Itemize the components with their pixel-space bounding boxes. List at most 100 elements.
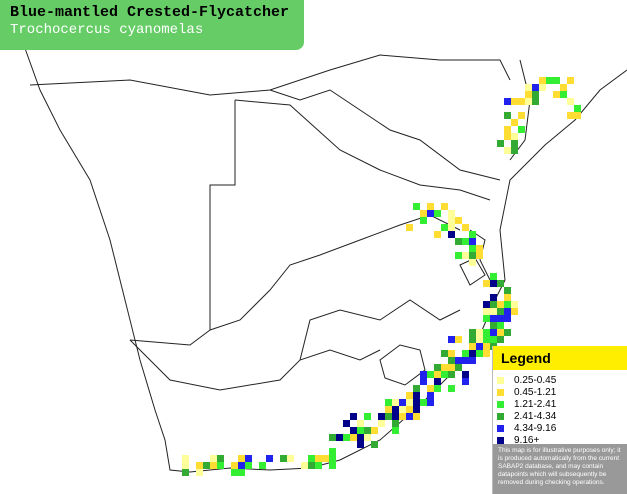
- grid-cell: [448, 231, 455, 238]
- grid-cell: [448, 336, 455, 343]
- grid-cell: [448, 364, 455, 371]
- grid-cell: [476, 329, 483, 336]
- title-box: Blue-mantled Crested-Flycatcher Trochoce…: [0, 0, 304, 50]
- grid-cell: [406, 413, 413, 420]
- grid-cell: [504, 308, 511, 315]
- grid-cell: [490, 329, 497, 336]
- grid-cell: [476, 343, 483, 350]
- grid-cell: [462, 378, 469, 385]
- grid-cell: [497, 322, 504, 329]
- grid-cell: [497, 329, 504, 336]
- grid-cell: [203, 462, 210, 469]
- grid-cell: [217, 455, 224, 462]
- grid-cell: [448, 210, 455, 217]
- grid-cell: [420, 371, 427, 378]
- grid-cell: [329, 455, 336, 462]
- grid-cell: [504, 287, 511, 294]
- grid-cell: [392, 420, 399, 427]
- legend-swatch: [497, 388, 504, 396]
- grid-cell: [483, 343, 490, 350]
- grid-cell: [420, 210, 427, 217]
- legend-item: 0.45-1.21: [497, 386, 627, 398]
- grid-cell: [469, 259, 476, 266]
- grid-cell: [497, 140, 504, 147]
- border: [129, 100, 236, 346]
- border: [234, 99, 491, 201]
- grid-cell: [329, 434, 336, 441]
- grid-cell: [392, 406, 399, 413]
- grid-cell: [455, 252, 462, 259]
- grid-cell: [301, 462, 308, 469]
- grid-cell: [504, 133, 511, 140]
- grid-cell: [490, 336, 497, 343]
- grid-cell: [350, 434, 357, 441]
- grid-cell: [469, 357, 476, 364]
- grid-cell: [539, 77, 546, 84]
- grid-cell: [539, 84, 546, 91]
- grid-cell: [483, 329, 490, 336]
- grid-cell: [574, 105, 581, 112]
- grid-cell: [490, 315, 497, 322]
- grid-cell: [392, 427, 399, 434]
- grid-cell: [399, 406, 406, 413]
- grid-cell: [434, 364, 441, 371]
- grid-cell: [497, 280, 504, 287]
- grid-cell: [434, 210, 441, 217]
- grid-cell: [476, 245, 483, 252]
- grid-cell: [518, 98, 525, 105]
- grid-cell: [231, 462, 238, 469]
- grid-cell: [413, 203, 420, 210]
- legend-title: Legend: [493, 346, 627, 370]
- grid-cell: [308, 462, 315, 469]
- grid-cell: [315, 455, 322, 462]
- grid-cell: [413, 406, 420, 413]
- grid-cell: [413, 399, 420, 406]
- legend-item: 0.25-0.45: [497, 374, 627, 386]
- grid-cell: [511, 147, 518, 154]
- grid-cell: [259, 462, 266, 469]
- grid-cell: [420, 378, 427, 385]
- grid-cell: [217, 462, 224, 469]
- grid-cell: [567, 98, 574, 105]
- border: [29, 54, 511, 96]
- grid-cell: [315, 462, 322, 469]
- grid-cell: [448, 217, 455, 224]
- grid-cell: [469, 343, 476, 350]
- grid-cell: [455, 238, 462, 245]
- legend-label: 0.25-0.45: [514, 374, 557, 386]
- grid-cell: [518, 112, 525, 119]
- grid-cell: [504, 126, 511, 133]
- grid-cell: [511, 308, 518, 315]
- grid-cell: [343, 434, 350, 441]
- grid-cell: [553, 91, 560, 98]
- grid-cell: [567, 77, 574, 84]
- grid-cell: [238, 469, 245, 476]
- grid-cell: [434, 385, 441, 392]
- grid-cell: [497, 308, 504, 315]
- grid-cell: [399, 413, 406, 420]
- grid-cell: [532, 98, 539, 105]
- grid-cell: [469, 245, 476, 252]
- grid-cell: [469, 252, 476, 259]
- grid-cell: [574, 112, 581, 119]
- grid-cell: [560, 91, 567, 98]
- grid-cell: [280, 455, 287, 462]
- grid-cell: [245, 462, 252, 469]
- grid-cell: [427, 399, 434, 406]
- grid-cell: [511, 301, 518, 308]
- border: [269, 89, 501, 181]
- grid-cell: [560, 84, 567, 91]
- grid-cell: [434, 371, 441, 378]
- grid-cell: [490, 308, 497, 315]
- grid-cell: [364, 427, 371, 434]
- grid-cell: [490, 301, 497, 308]
- grid-cell: [483, 280, 490, 287]
- grid-cell: [483, 336, 490, 343]
- grid-cell: [413, 392, 420, 399]
- legend-label: 4.34-9.16: [514, 422, 557, 434]
- grid-cell: [469, 336, 476, 343]
- grid-cell: [210, 455, 217, 462]
- grid-cell: [532, 91, 539, 98]
- grid-cell: [266, 455, 273, 462]
